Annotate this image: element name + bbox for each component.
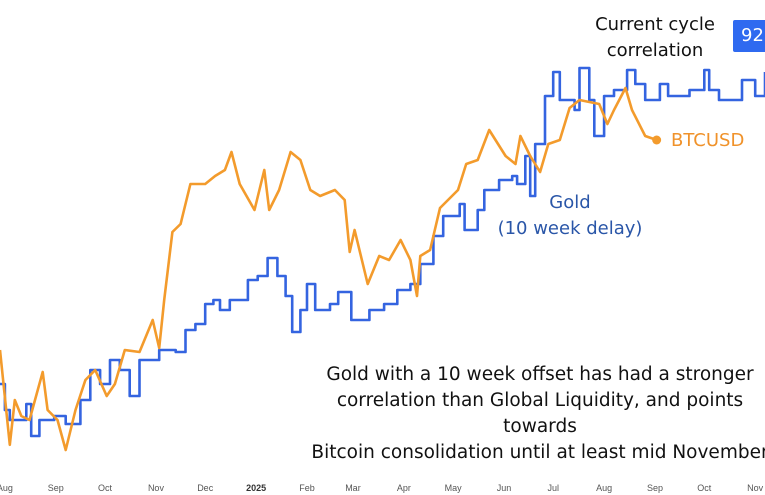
gold-label-line-2: (10 week delay) bbox=[497, 218, 643, 239]
btcusd-series-label: BTCUSD bbox=[671, 130, 745, 151]
current-cycle-line-2: correlation bbox=[606, 40, 704, 61]
current-cycle-line-1: Current cycle bbox=[595, 14, 715, 35]
x-tick-label: Oct bbox=[697, 483, 712, 493]
note-line-3: Bitcoin consolidation until at least mid… bbox=[311, 442, 765, 463]
btcusd-end-marker bbox=[652, 135, 662, 145]
series-layer bbox=[0, 66, 765, 452]
x-tick-label: Sep bbox=[48, 483, 64, 493]
x-tick-label: Aug bbox=[0, 483, 13, 493]
x-tick-label: Nov bbox=[148, 483, 165, 493]
note-line-2: correlation than Global Liquidity, and p… bbox=[336, 390, 744, 437]
x-tick-label: Jul bbox=[547, 483, 559, 493]
x-tick-label: Oct bbox=[98, 483, 113, 493]
gold-label-line-1: Gold bbox=[549, 192, 591, 213]
note-line-1: Gold with a 10 week offset has had a str… bbox=[326, 364, 754, 385]
x-tick-label: Nov bbox=[747, 483, 764, 493]
btcusd-series-line bbox=[0, 86, 658, 452]
current-cycle-annotation: Current cycle correlation bbox=[560, 12, 750, 64]
x-axis: Aug Sep Oct Nov Dec 2025 Feb Mar Apr May Jun Jul Aug… bbox=[0, 483, 764, 493]
x-tick-label: Mar bbox=[345, 483, 361, 493]
x-tick-label: May bbox=[445, 483, 463, 493]
x-tick-label: 2025 bbox=[246, 483, 266, 493]
x-tick-label: Aug bbox=[596, 483, 612, 493]
x-tick-label: Sep bbox=[647, 483, 663, 493]
x-tick-label: Feb bbox=[299, 483, 315, 493]
x-tick-label: Apr bbox=[397, 483, 411, 493]
correlation-badge: 92 bbox=[733, 20, 765, 52]
analysis-note: Gold with a 10 week offset has had a str… bbox=[300, 362, 765, 466]
x-tick-label: Jun bbox=[497, 483, 512, 493]
gold-series-label: Gold (10 week delay) bbox=[480, 190, 660, 242]
x-tick-label: Dec bbox=[197, 483, 214, 493]
